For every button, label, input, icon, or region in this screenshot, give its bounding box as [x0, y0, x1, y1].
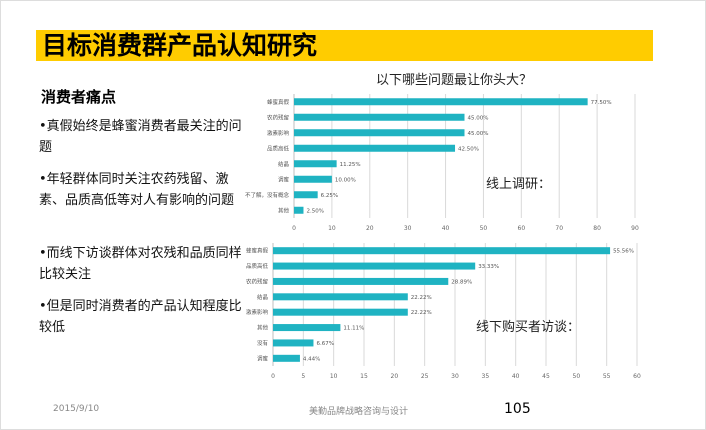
x-tick-label: 25 — [421, 373, 429, 380]
category-label: 结晶 — [278, 160, 290, 168]
x-tick-label: 30 — [404, 225, 412, 232]
x-tick-label: 30 — [451, 373, 459, 380]
data-label: 4.44% — [303, 356, 320, 362]
bar — [294, 144, 456, 152]
data-label: 77.50% — [591, 100, 612, 106]
section-heading: 消费者痛点 — [41, 88, 117, 106]
x-tick-label: 50 — [480, 225, 488, 232]
page-number: 105 — [504, 401, 531, 417]
x-tick-label: 10 — [328, 225, 336, 232]
x-tick-label: 15 — [360, 373, 368, 380]
bar — [294, 206, 304, 214]
bar — [273, 324, 341, 332]
category-label: 激素影响 — [267, 129, 290, 137]
data-label: 42.50% — [458, 146, 479, 152]
x-tick-label: 50 — [573, 373, 581, 380]
bullet-4: •但是同时消费者的产品认知程度比较低 — [39, 299, 242, 335]
x-tick-label: 60 — [633, 373, 641, 380]
category-label: 农药残留 — [246, 277, 269, 285]
bar — [294, 113, 465, 121]
x-tick-label: 60 — [518, 225, 526, 232]
bar — [273, 262, 476, 270]
category-label: 没有 — [257, 339, 269, 347]
data-label: 55.56% — [613, 249, 634, 255]
x-tick-label: 55 — [603, 373, 611, 380]
data-label: 33.33% — [478, 264, 499, 270]
footer-date: 2015/9/10 — [53, 404, 100, 414]
data-label: 10.00% — [335, 177, 356, 183]
x-tick-label: 35 — [482, 373, 490, 380]
category-label: 蜂蜜真假 — [267, 98, 290, 106]
category-label: 调蜜 — [257, 354, 269, 362]
category-label: 品质高低 — [246, 262, 269, 270]
data-label: 22.22% — [411, 310, 432, 316]
x-tick-label: 20 — [366, 225, 374, 232]
category-label: 其他 — [257, 324, 269, 332]
x-tick-label: 40 — [512, 373, 520, 380]
data-label: 11.25% — [340, 162, 361, 168]
category-label: 调蜜 — [278, 175, 290, 183]
data-label: 6.67% — [316, 341, 333, 347]
x-tick-label: 0 — [292, 225, 296, 232]
category-label: 品质高低 — [267, 144, 290, 152]
data-label: 22.22% — [411, 295, 432, 301]
bar — [273, 308, 408, 316]
category-label: 激素影响 — [246, 308, 269, 316]
online-survey-note: 线上调研： — [486, 177, 552, 192]
bar — [294, 129, 465, 137]
offline-interview-note: 线下购买者访谈： — [476, 320, 581, 335]
x-tick-label: 90 — [631, 225, 639, 232]
category-label: 结晶 — [257, 293, 269, 301]
bullet-2: •年轻群体同时关注农药残留、激素、品质高低等对人有影响的问题 — [39, 172, 235, 208]
bar — [273, 247, 611, 255]
data-label: 45.00% — [468, 131, 489, 137]
chart-1-title: 以下哪些问题最让你头大？ — [376, 73, 533, 88]
data-label: 6.25% — [321, 193, 338, 199]
category-label: 不了解，没有概念 — [245, 191, 290, 199]
data-label: 28.89% — [451, 279, 472, 285]
data-label: 45.00% — [468, 115, 489, 121]
slide-title: 目标消费群产品认知研究 — [42, 31, 318, 60]
title-bar: 目标消费群产品认知研究 — [36, 30, 653, 61]
bar — [294, 160, 337, 168]
category-label: 其他 — [278, 206, 290, 214]
x-tick-label: 40 — [442, 225, 450, 232]
bar — [294, 175, 332, 183]
x-tick-label: 5 — [301, 373, 305, 380]
footer-company: 美勤品牌战略咨询与设计 — [309, 407, 409, 417]
category-label: 蜂蜜真假 — [246, 247, 269, 255]
category-label: 农药残留 — [267, 113, 290, 121]
bullet-1: •真假始终是蜂蜜消费者最关注的问题 — [39, 119, 242, 155]
data-label: 11.11% — [343, 326, 364, 332]
bar — [273, 339, 314, 347]
x-tick-label: 80 — [593, 225, 601, 232]
bullet-3: •而线下访谈群体对农残和品质同样比较关注 — [39, 246, 242, 282]
x-tick-label: 0 — [271, 373, 275, 380]
bar — [273, 293, 408, 301]
x-tick-label: 20 — [391, 373, 399, 380]
bar — [273, 277, 449, 285]
bar — [294, 191, 318, 199]
x-tick-label: 45 — [542, 373, 550, 380]
x-tick-label: 70 — [555, 225, 563, 232]
bar — [273, 354, 300, 362]
data-label: 2.50% — [306, 208, 323, 214]
x-tick-label: 10 — [330, 373, 338, 380]
bar — [294, 98, 588, 106]
